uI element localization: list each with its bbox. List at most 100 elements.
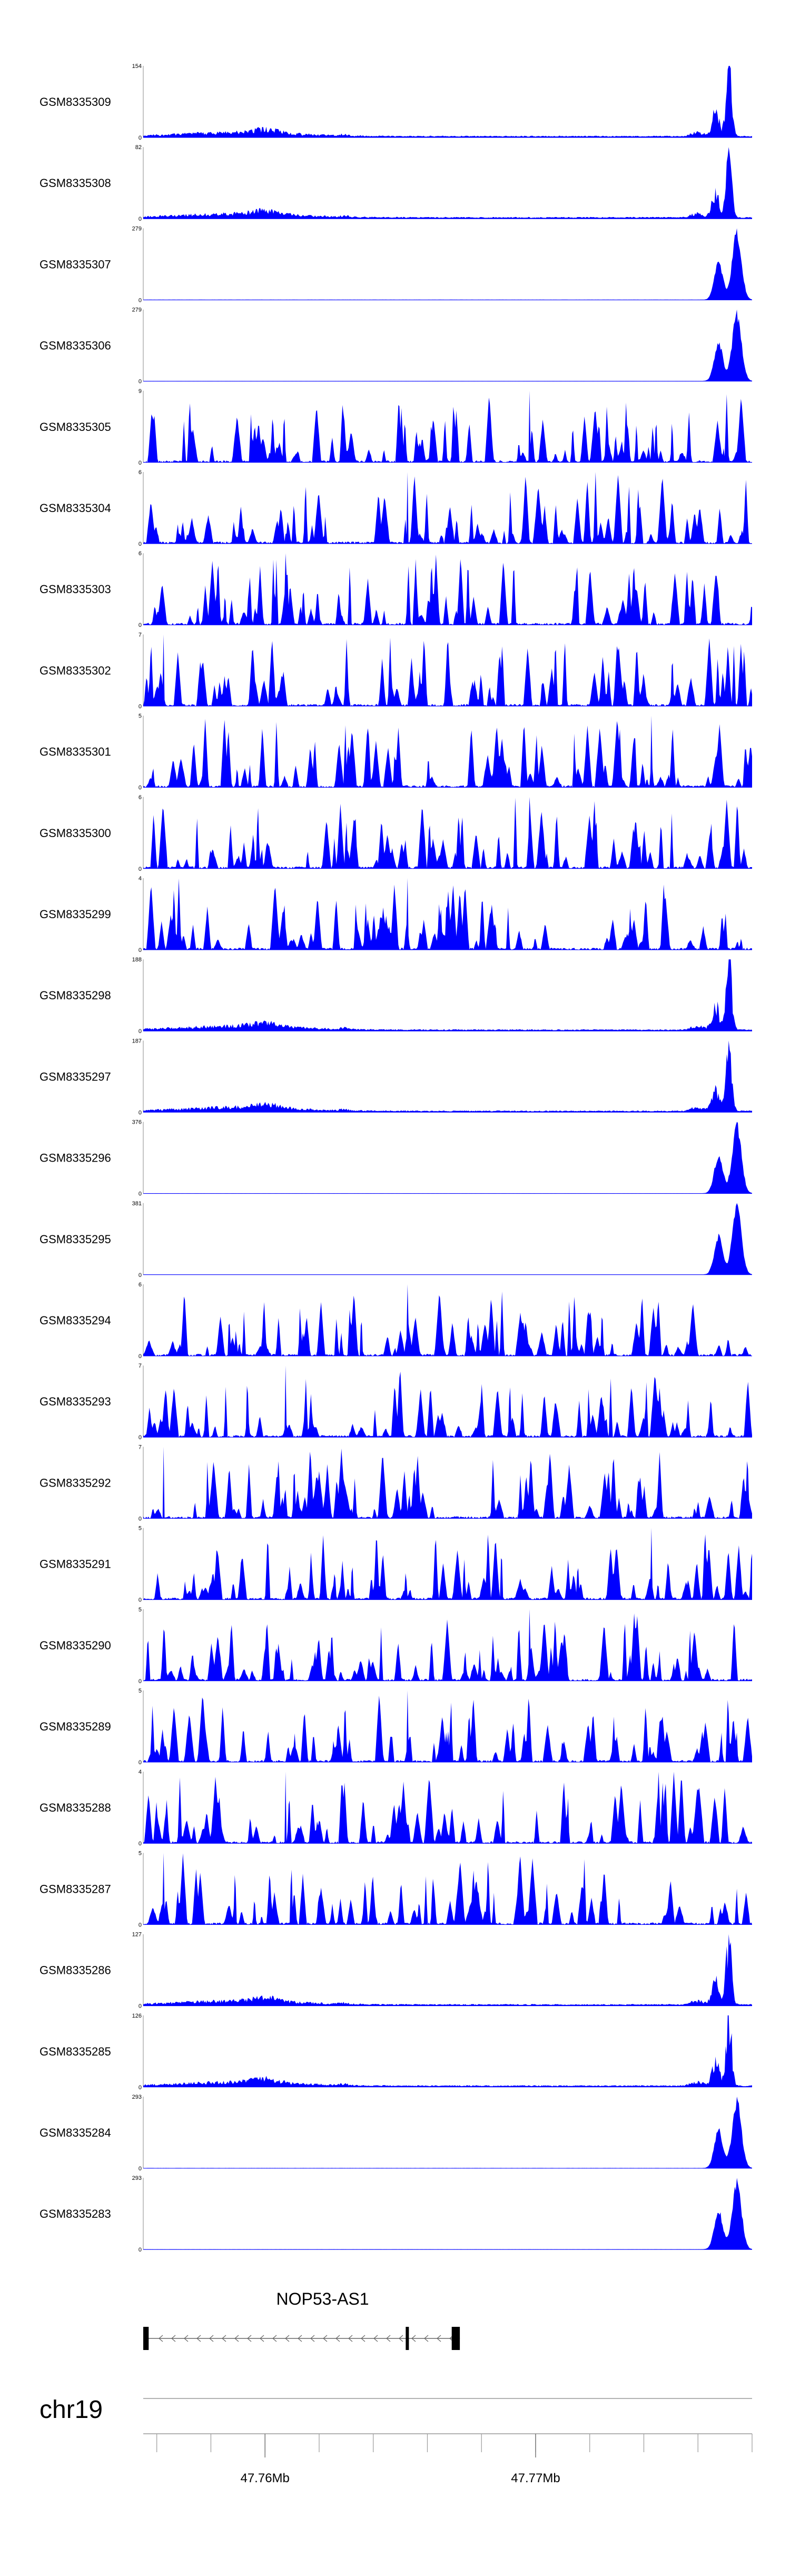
strand-arrow	[209, 2335, 214, 2342]
track-label: GSM8335292	[39, 1476, 111, 1489]
y-max-label: 293	[132, 2175, 142, 2181]
strand-arrow	[285, 2335, 290, 2342]
strand-arrow	[159, 2335, 163, 2342]
y-min-label: 0	[139, 1841, 142, 1847]
track-GSM8335299: GSM8335299 4 0	[39, 876, 752, 953]
track-label: GSM8335302	[39, 664, 111, 677]
y-min-label: 0	[139, 1597, 142, 1604]
track-label: GSM8335289	[39, 1720, 111, 1733]
y-max-label: 126	[132, 2013, 142, 2019]
y-min-label: 0	[139, 541, 142, 547]
y-min-label: 0	[139, 622, 142, 628]
track-GSM8335304: GSM8335304 6 0	[39, 469, 752, 547]
track-GSM8335292: GSM8335292 7 0	[39, 1444, 752, 1522]
track-GSM8335293: GSM8335293 7 0	[39, 1363, 752, 1441]
coverage-area	[143, 1528, 752, 1600]
coverage-area	[143, 1609, 752, 1681]
coverage-area	[143, 472, 752, 544]
track-label: GSM8335286	[39, 1964, 111, 1977]
y-min-label: 0	[139, 1516, 142, 1522]
track-label: GSM8335299	[39, 908, 111, 921]
coverage-area	[143, 1690, 752, 1762]
y-max-label: 187	[132, 1038, 142, 1044]
track-GSM8335295: GSM8335295 381 0	[39, 1201, 752, 1279]
track-label: GSM8335285	[39, 2045, 111, 2058]
y-min-label: 0	[139, 379, 142, 385]
strand-arrow	[184, 2335, 189, 2342]
track-GSM8335285: GSM8335285 126 0	[39, 2013, 752, 2091]
coverage-area	[143, 1772, 752, 1844]
track-label: GSM8335304	[39, 502, 111, 515]
track-label: GSM8335300	[39, 827, 111, 840]
coverage-area	[143, 1365, 752, 1438]
coverage-area	[143, 634, 752, 706]
coverage-area	[143, 959, 752, 1031]
y-max-label: 4	[139, 1769, 142, 1775]
track-GSM8335305: GSM8335305 9 0	[39, 388, 752, 466]
coverage-area	[143, 1122, 752, 1194]
track-GSM8335289: GSM8335289 5 0	[39, 1688, 752, 1766]
gene-track: NOP53-AS1	[143, 2289, 460, 2350]
strand-arrow	[298, 2335, 302, 2342]
coverage-area	[143, 878, 752, 950]
track-label: GSM8335306	[39, 339, 111, 352]
track-GSM8335283: GSM8335283 293 0	[39, 2175, 752, 2253]
y-min-label: 0	[139, 2003, 142, 2010]
y-min-label: 0	[139, 216, 142, 222]
track-GSM8335291: GSM8335291 5 0	[39, 1526, 752, 1604]
track-label: GSM8335291	[39, 1558, 111, 1571]
y-min-label: 0	[139, 1353, 142, 1360]
y-min-label: 0	[139, 1922, 142, 1928]
strand-arrow	[386, 2335, 391, 2342]
track-label: GSM8335303	[39, 583, 111, 596]
y-max-label: 6	[139, 1282, 142, 1288]
track-GSM8335288: GSM8335288 4 0	[39, 1769, 752, 1847]
y-max-label: 5	[139, 1688, 142, 1694]
y-max-label: 293	[132, 2094, 142, 2100]
y-max-label: 5	[139, 1526, 142, 1532]
strand-arrow	[348, 2335, 353, 2342]
y-max-label: 7	[139, 1444, 142, 1450]
coverage-area	[143, 1203, 752, 1275]
strand-arrow	[234, 2335, 239, 2342]
y-max-label: 279	[132, 225, 142, 232]
y-max-label: 381	[132, 1201, 142, 1207]
exon	[406, 2327, 409, 2350]
coverage-area	[143, 2097, 752, 2168]
y-min-label: 0	[139, 785, 142, 791]
track-label: GSM8335307	[39, 258, 111, 271]
y-max-label: 7	[139, 632, 142, 638]
y-min-label: 0	[139, 866, 142, 872]
track-GSM8335287: GSM8335287 5 0	[39, 1850, 752, 1928]
y-max-label: 5	[139, 1607, 142, 1613]
y-min-label: 0	[139, 1434, 142, 1441]
axis-tick-label: 47.76Mb	[240, 2471, 289, 2485]
y-min-label: 0	[139, 2247, 142, 2253]
coverage-area	[143, 228, 752, 300]
strand-arrow	[411, 2335, 416, 2342]
coverage-area	[143, 147, 752, 219]
gene-label: NOP53-AS1	[276, 2289, 369, 2308]
axis-tick-label: 47.77Mb	[511, 2471, 560, 2485]
track-label: GSM8335293	[39, 1395, 111, 1408]
strand-arrow	[424, 2335, 429, 2342]
y-min-label: 0	[139, 1028, 142, 1035]
coverage-area	[143, 1853, 752, 1925]
y-max-label: 7	[139, 1363, 142, 1369]
strand-arrow	[323, 2335, 328, 2342]
y-min-label: 0	[139, 1759, 142, 1766]
genome-axis: chr19 47.76Mb 47.77Mb	[39, 2396, 753, 2485]
coverage-area	[143, 1447, 752, 1519]
track-label: GSM8335296	[39, 1152, 111, 1165]
y-min-label: 0	[139, 703, 142, 710]
track-label: GSM8335290	[39, 1639, 111, 1652]
y-min-label: 0	[139, 1272, 142, 1279]
strand-arrow	[272, 2335, 277, 2342]
strand-arrow	[373, 2335, 378, 2342]
coverage-area	[143, 715, 752, 788]
y-min-label: 0	[139, 1678, 142, 1685]
track-GSM8335307: GSM8335307 279 0	[39, 225, 752, 303]
strand-arrow	[437, 2335, 441, 2342]
coverage-area	[143, 390, 752, 463]
